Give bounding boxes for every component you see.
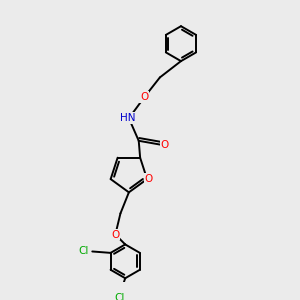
Text: Cl: Cl xyxy=(114,293,125,300)
Text: O: O xyxy=(161,140,169,150)
Text: HN: HN xyxy=(120,113,135,123)
Text: Cl: Cl xyxy=(79,247,89,256)
Text: O: O xyxy=(144,174,153,184)
Text: O: O xyxy=(140,92,148,102)
Text: O: O xyxy=(111,230,119,240)
